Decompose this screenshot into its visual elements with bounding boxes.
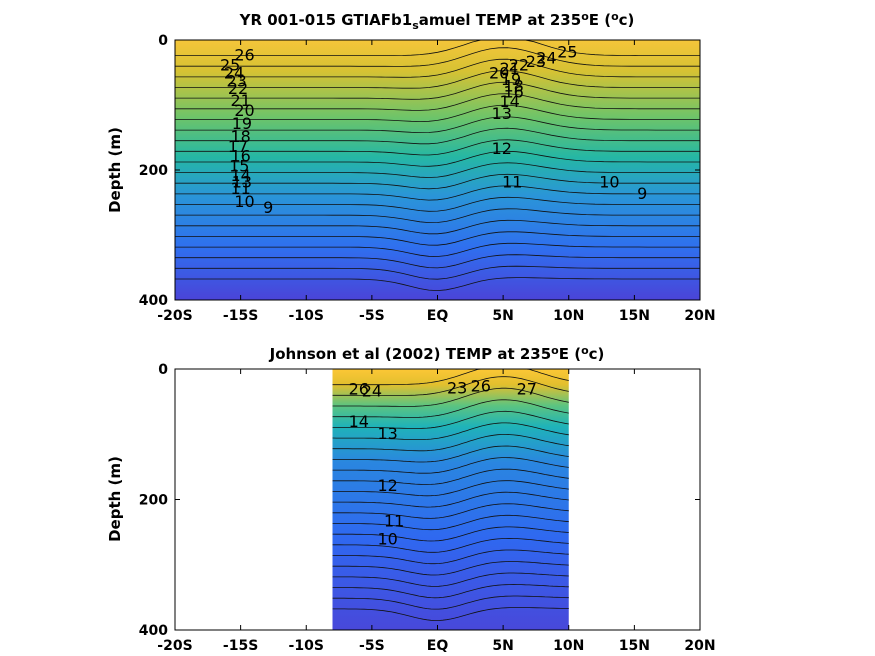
contour-label: 12 — [377, 476, 397, 495]
contour-label: 22 — [228, 79, 248, 98]
contour-label: 20 — [234, 101, 254, 120]
contour-label: 14 — [500, 92, 520, 111]
axis-ticks: -20S -15S -10S -5S EQ 5N 10N 15N 20N 0 200 400 — [139, 362, 716, 654]
x-tick-label: -5S — [359, 638, 385, 654]
contour-label: 13 — [492, 104, 512, 123]
contour-label: 23 — [447, 378, 467, 397]
x-tick-label: -5S — [359, 308, 385, 324]
x-tick-label: EQ — [427, 308, 449, 324]
contour-label: 25 — [557, 43, 577, 62]
contour-label: 21 — [230, 91, 250, 110]
x-tick-label: -15S — [223, 638, 258, 654]
contour-label: 13 — [232, 173, 252, 192]
contour-label: 11 — [230, 179, 250, 198]
contour-plot — [174, 39, 701, 301]
temperature-field — [175, 40, 700, 300]
x-tick-label: 20N — [684, 638, 715, 654]
panel-observed: Johnson et al (2002) TEMP at 235oE (oc) … — [106, 344, 716, 654]
x-tick-label: -10S — [289, 638, 324, 654]
contour-label: 24 — [362, 382, 382, 401]
contour-label: 11 — [502, 173, 522, 192]
contour-label: 19 — [501, 70, 521, 89]
x-tick-label: -20S — [157, 308, 192, 324]
contour-label: 16 — [230, 147, 250, 166]
contour-label: 23 — [227, 71, 247, 90]
contour-label: 26 — [349, 380, 369, 399]
contour-label: 23 — [526, 52, 546, 71]
contour-label: 27 — [517, 380, 537, 399]
x-tick-label: 5N — [492, 638, 513, 654]
contour-label: 10 — [599, 173, 619, 192]
contour-label: 13 — [377, 424, 397, 443]
x-tick-label: 10N — [553, 638, 584, 654]
temperature-field — [332, 369, 569, 630]
contour-label: 14 — [230, 166, 250, 185]
contour-label: 14 — [349, 412, 369, 431]
contour-label: 22 — [509, 56, 529, 75]
x-tick-label: 10N — [553, 308, 584, 324]
y-tick-label: 0 — [158, 33, 168, 49]
contour-label: 25 — [220, 56, 240, 75]
contour-label: 24 — [224, 64, 244, 83]
x-tick-label: 5N — [492, 308, 513, 324]
contour-label: 19 — [232, 114, 252, 133]
y-tick-label: 200 — [139, 493, 168, 509]
x-tick-label: 15N — [619, 308, 650, 324]
x-tick-label: -15S — [223, 308, 258, 324]
contour-label: 18 — [503, 77, 523, 96]
contour-plot — [174, 368, 701, 631]
contour-label: 10 — [234, 192, 254, 211]
x-tick-label: EQ — [427, 638, 449, 654]
contour-label: 9 — [637, 184, 647, 203]
contour-label: 15 — [229, 156, 249, 175]
y-tick-label: 400 — [139, 623, 168, 639]
x-tick-label: -10S — [289, 308, 324, 324]
y-axis-label: Depth (m) — [106, 456, 124, 542]
chart-title: YR 001-015 GTIAFb1samuel TEMP at 235oE (… — [239, 10, 635, 32]
x-tick-label: 20N — [684, 308, 715, 324]
y-tick-label: 200 — [139, 163, 168, 179]
panel-model: YR 001-015 GTIAFb1samuel TEMP at 235oE (… — [106, 10, 716, 324]
contour-label: 9 — [263, 198, 273, 217]
axis-ticks: -20S -15S -10S -5S EQ 5N 10N 15N 20N 0 200 400 — [139, 33, 716, 324]
contour-label: 16 — [503, 82, 523, 101]
chart-title: Johnson et al (2002) TEMP at 235oE (oc) — [269, 344, 605, 363]
y-axis-label: Depth (m) — [106, 127, 124, 213]
contour-lines — [175, 39, 700, 292]
contour-label: 26 — [471, 376, 491, 395]
x-tick-label: -20S — [157, 638, 192, 654]
contour-label: 24 — [536, 49, 556, 68]
y-tick-label: 400 — [139, 293, 168, 309]
contour-label: 21 — [500, 59, 520, 78]
contour-label: 11 — [384, 511, 404, 530]
contour-label: 18 — [230, 127, 250, 146]
contour-label: 12 — [492, 139, 512, 158]
contour-label: 10 — [377, 530, 397, 549]
contour-label: 20 — [489, 64, 509, 83]
contour-label: 17 — [228, 137, 248, 156]
y-tick-label: 0 — [158, 362, 168, 378]
x-tick-label: 15N — [619, 638, 650, 654]
contour-label: 26 — [234, 45, 254, 64]
